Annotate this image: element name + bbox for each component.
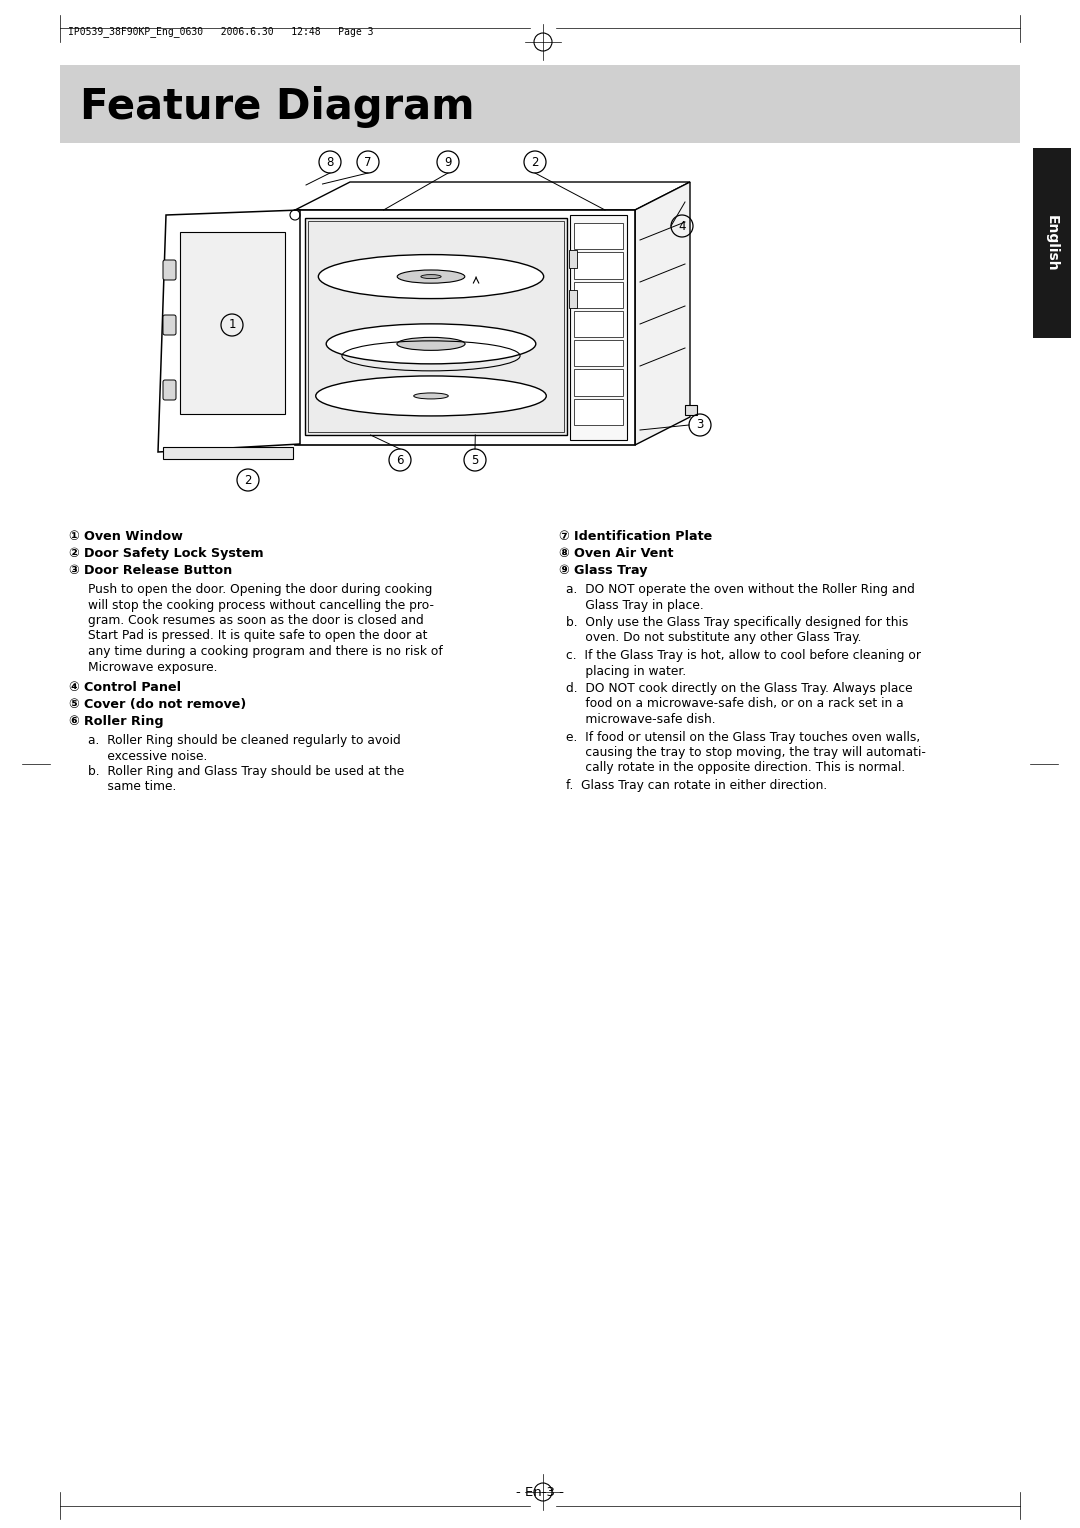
- Text: 2: 2: [531, 156, 539, 168]
- Text: Control Panel: Control Panel: [84, 681, 181, 694]
- Ellipse shape: [315, 376, 546, 416]
- Bar: [573, 223, 623, 249]
- Text: e.  If food or utensil on the Glass Tray touches oven walls,: e. If food or utensil on the Glass Tray …: [566, 730, 920, 744]
- Text: ④: ④: [68, 681, 79, 694]
- Bar: [573, 399, 623, 425]
- Text: same time.: same time.: [87, 781, 176, 793]
- Text: - En-3 -: - En-3 -: [516, 1485, 564, 1499]
- Text: Oven Window: Oven Window: [84, 530, 183, 542]
- Polygon shape: [158, 209, 300, 452]
- Text: Microwave exposure.: Microwave exposure.: [87, 660, 217, 674]
- Text: Door Release Button: Door Release Button: [84, 564, 232, 578]
- Bar: [569, 290, 577, 309]
- Text: placing in water.: placing in water.: [566, 665, 686, 677]
- Text: microwave-safe dish.: microwave-safe dish.: [566, 714, 716, 726]
- Text: will stop the cooking process without cancelling the pro-: will stop the cooking process without ca…: [87, 599, 434, 611]
- Ellipse shape: [414, 393, 448, 399]
- Text: ⑦: ⑦: [558, 530, 569, 542]
- Text: ⑧: ⑧: [558, 547, 569, 559]
- Text: Glass Tray in place.: Glass Tray in place.: [566, 599, 704, 611]
- Text: English: English: [1045, 215, 1059, 272]
- Text: f.  Glass Tray can rotate in either direction.: f. Glass Tray can rotate in either direc…: [566, 779, 827, 792]
- Bar: [1032, 148, 1071, 338]
- Bar: [305, 219, 567, 435]
- Text: causing the tray to stop moving, the tray will automati-: causing the tray to stop moving, the tra…: [566, 746, 926, 759]
- Ellipse shape: [326, 324, 536, 364]
- Text: b.  Roller Ring and Glass Tray should be used at the: b. Roller Ring and Glass Tray should be …: [87, 766, 404, 778]
- Bar: [685, 405, 697, 416]
- Text: food on a microwave-safe dish, or on a rack set in a: food on a microwave-safe dish, or on a r…: [566, 697, 904, 711]
- Text: gram. Cook resumes as soon as the door is closed and: gram. Cook resumes as soon as the door i…: [87, 614, 423, 626]
- Text: excessive noise.: excessive noise.: [87, 750, 207, 762]
- Text: ⑤: ⑤: [68, 698, 79, 711]
- Text: 7: 7: [364, 156, 372, 168]
- Text: 3: 3: [697, 419, 704, 431]
- Text: 8: 8: [326, 156, 334, 168]
- FancyBboxPatch shape: [163, 260, 176, 280]
- Text: ②: ②: [68, 547, 79, 559]
- Ellipse shape: [319, 255, 543, 298]
- Text: Oven Air Vent: Oven Air Vent: [573, 547, 674, 559]
- Text: ③: ③: [68, 564, 79, 578]
- Bar: [573, 370, 623, 396]
- Polygon shape: [295, 182, 690, 209]
- Text: 6: 6: [396, 454, 404, 466]
- FancyBboxPatch shape: [163, 380, 176, 400]
- Text: ①: ①: [68, 530, 79, 542]
- Bar: [180, 232, 285, 414]
- Text: 4: 4: [678, 220, 686, 232]
- Text: ⑥: ⑥: [68, 715, 79, 727]
- Bar: [573, 310, 623, 338]
- Polygon shape: [635, 182, 690, 445]
- Text: Door Safety Lock System: Door Safety Lock System: [84, 547, 264, 559]
- Text: Glass Tray: Glass Tray: [573, 564, 648, 578]
- Text: Identification Plate: Identification Plate: [573, 530, 712, 542]
- Bar: [295, 209, 635, 445]
- Text: oven. Do not substitute any other Glass Tray.: oven. Do not substitute any other Glass …: [566, 631, 862, 645]
- Text: Feature Diagram: Feature Diagram: [80, 86, 474, 128]
- Ellipse shape: [397, 338, 465, 350]
- Text: cally rotate in the opposite direction. This is normal.: cally rotate in the opposite direction. …: [566, 761, 905, 775]
- FancyBboxPatch shape: [163, 315, 176, 335]
- Text: IP0539_38F90KP_Eng_0630   2006.6.30   12:48   Page 3: IP0539_38F90KP_Eng_0630 2006.6.30 12:48 …: [68, 26, 374, 38]
- Bar: [163, 448, 293, 458]
- Text: 2: 2: [244, 474, 252, 486]
- Bar: [573, 252, 623, 278]
- Ellipse shape: [421, 275, 441, 278]
- Text: Roller Ring: Roller Ring: [84, 715, 164, 727]
- Text: b.  Only use the Glass Tray specifically designed for this: b. Only use the Glass Tray specifically …: [566, 616, 908, 630]
- Bar: [60, 66, 1020, 144]
- Bar: [570, 215, 627, 440]
- Bar: [573, 281, 623, 307]
- Bar: [569, 251, 577, 267]
- Text: 9: 9: [444, 156, 451, 168]
- Text: a.  Roller Ring should be cleaned regularly to avoid: a. Roller Ring should be cleaned regular…: [87, 733, 401, 747]
- Text: Start Pad is pressed. It is quite safe to open the door at: Start Pad is pressed. It is quite safe t…: [87, 630, 428, 642]
- Text: a.  DO NOT operate the oven without the Roller Ring and: a. DO NOT operate the oven without the R…: [566, 584, 915, 596]
- Text: Push to open the door. Opening the door during cooking: Push to open the door. Opening the door …: [87, 584, 432, 596]
- Text: Cover (do not remove): Cover (do not remove): [84, 698, 246, 711]
- Text: 5: 5: [471, 454, 478, 466]
- Text: any time during a cooking program and there is no risk of: any time during a cooking program and th…: [87, 645, 443, 659]
- Bar: [308, 222, 564, 432]
- Text: c.  If the Glass Tray is hot, allow to cool before cleaning or: c. If the Glass Tray is hot, allow to co…: [566, 649, 921, 662]
- Text: ⑨: ⑨: [558, 564, 569, 578]
- Text: d.  DO NOT cook directly on the Glass Tray. Always place: d. DO NOT cook directly on the Glass Tra…: [566, 681, 913, 695]
- Ellipse shape: [397, 270, 464, 283]
- Bar: [573, 341, 623, 367]
- Text: 1: 1: [228, 318, 235, 332]
